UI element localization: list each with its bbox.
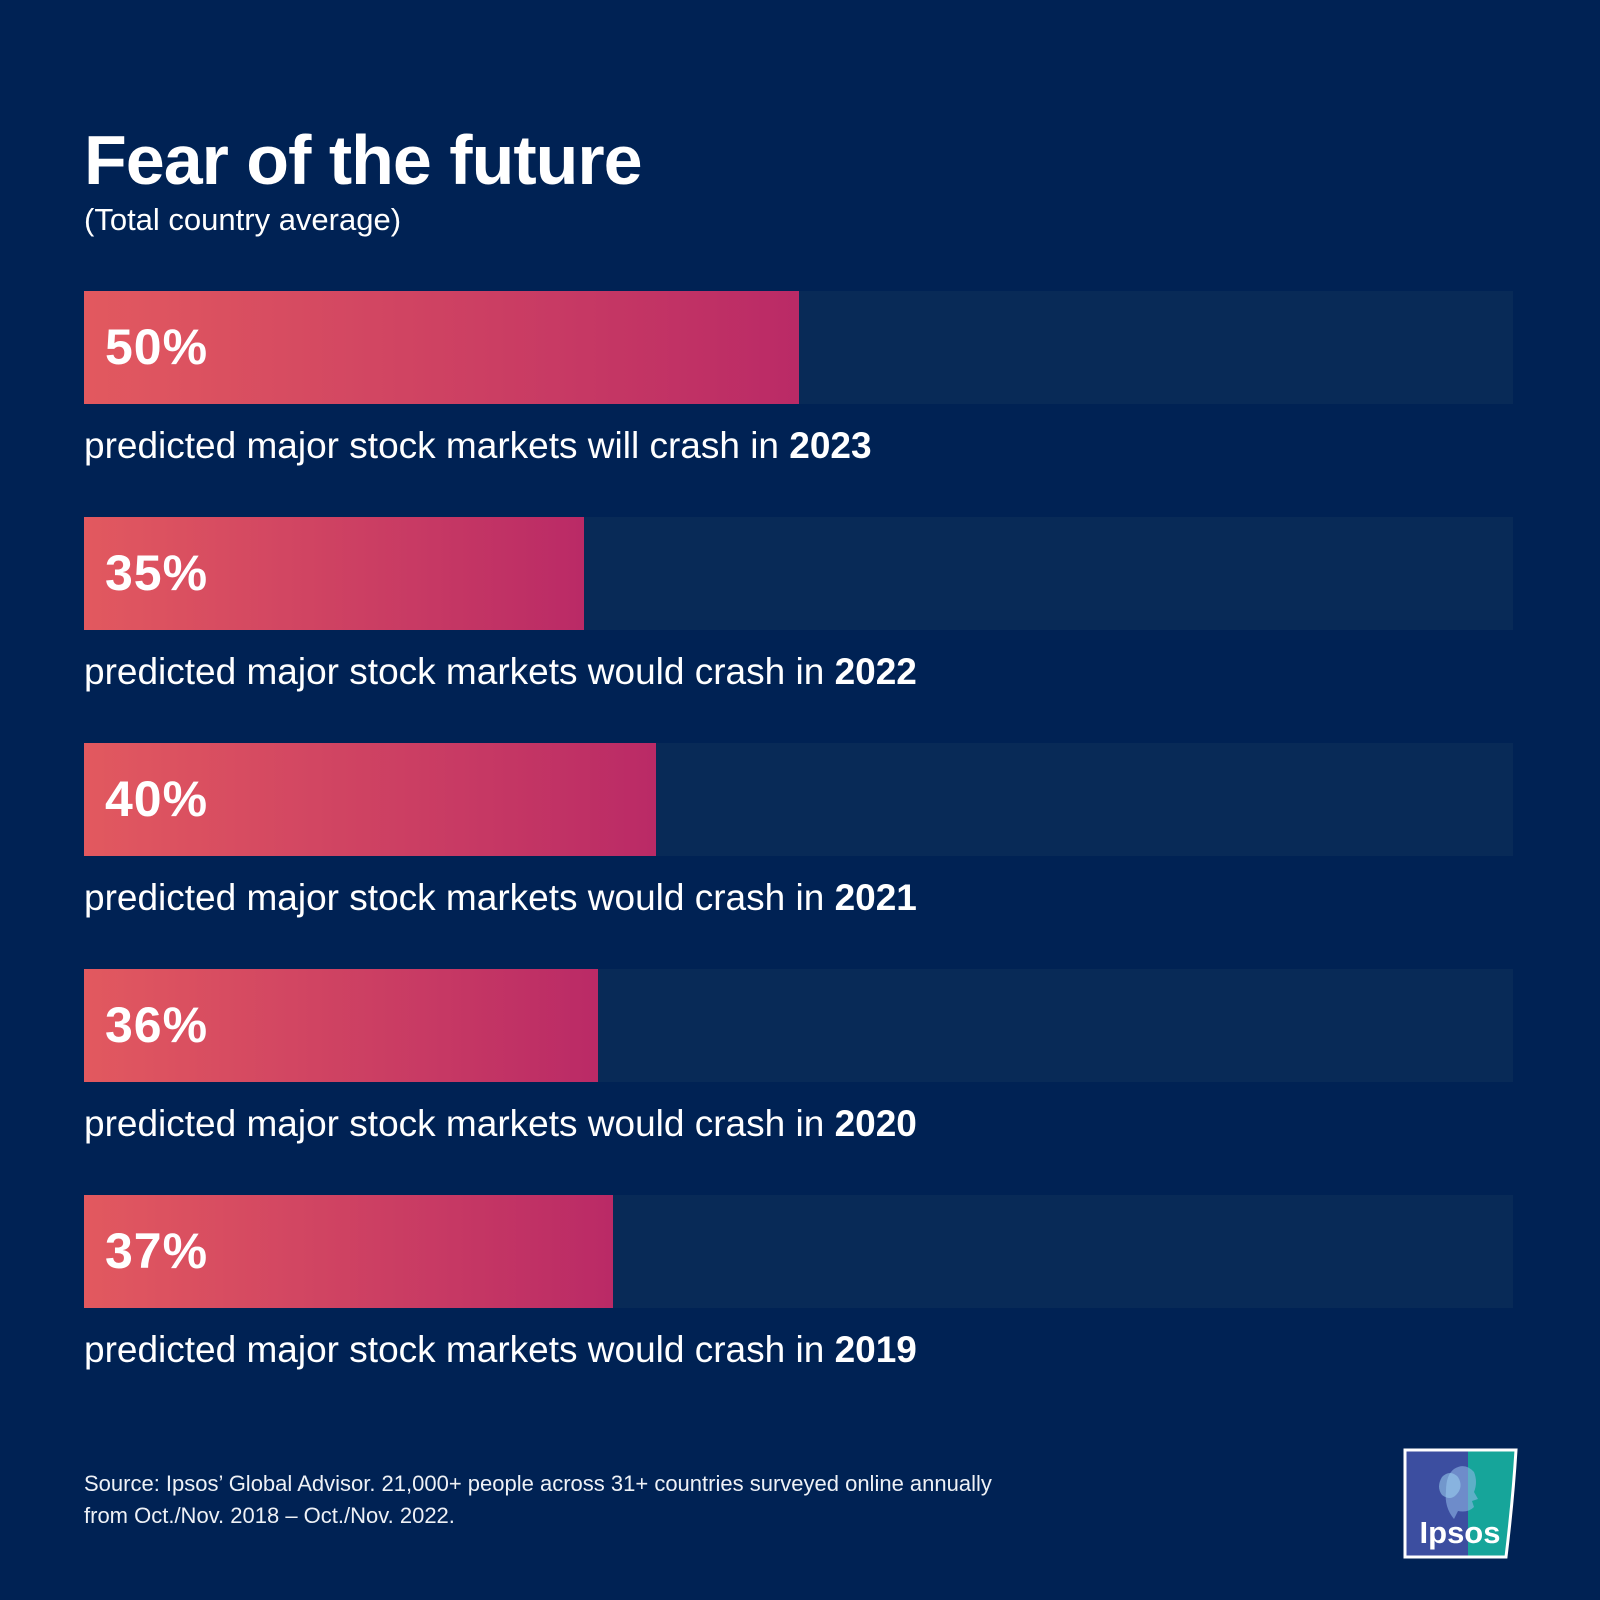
bar-value-label: 35% <box>105 545 209 601</box>
logo-border <box>1403 1448 1518 1559</box>
bar-value-label: 36% <box>105 997 209 1053</box>
bar-caption-text: predicted major stock markets would cras… <box>84 1103 835 1144</box>
bar-value-label: 50% <box>105 319 209 375</box>
bar-track: 50% <box>84 291 1513 404</box>
bar-track: 36% <box>84 969 1513 1082</box>
chart-subtitle: (Total country average) <box>84 202 402 237</box>
logo-tree-leaves <box>1439 1473 1461 1498</box>
bar-caption-year: 2019 <box>834 1329 917 1370</box>
bar-caption-text: predicted major stock markets will crash… <box>84 425 790 466</box>
bar-caption-year: 2022 <box>834 651 917 692</box>
bar-track: 40% <box>84 743 1513 856</box>
bar-fill <box>84 743 656 856</box>
bar-caption: predicted major stock markets would cras… <box>84 875 1513 921</box>
ipsos-logo: Ipsos <box>1403 1448 1518 1559</box>
bar-caption-text: predicted major stock markets would cras… <box>84 877 835 918</box>
logo-teal-panel <box>1468 1450 1516 1557</box>
bar-fill <box>84 969 598 1082</box>
bar-track: 35% <box>84 517 1513 630</box>
bar-fill <box>84 1195 613 1308</box>
bar-group-2022: 35% predicted major stock markets would c… <box>84 517 1513 695</box>
source-note: Source: Ipsos’ Global Advisor. 21,000+ p… <box>84 1468 1084 1532</box>
bar-caption-year: 2021 <box>834 877 917 918</box>
logo-wordmark: Ipsos <box>1420 1515 1501 1550</box>
bar-caption-year: 2020 <box>834 1103 917 1144</box>
bar-caption: predicted major stock markets would cras… <box>84 649 1513 695</box>
source-line-2: from Oct./Nov. 2018 – Oct./Nov. 2022. <box>84 1503 455 1528</box>
bar-caption-year: 2023 <box>789 425 872 466</box>
bar-caption: predicted major stock markets would cras… <box>84 1101 1513 1147</box>
bar-fill <box>84 291 799 404</box>
bar-caption-text: predicted major stock markets would cras… <box>84 651 835 692</box>
bar-group-2020: 36% predicted major stock markets would c… <box>84 969 1513 1147</box>
bar-value-label: 37% <box>105 1223 209 1279</box>
bar-group-2019: 37% predicted major stock markets would c… <box>84 1195 1513 1373</box>
bar-value-label: 40% <box>105 771 209 827</box>
bar-group-2021: 40% predicted major stock markets would c… <box>84 743 1513 921</box>
bar-fill <box>84 517 584 630</box>
source-line-1: Source: Ipsos’ Global Advisor. 21,000+ p… <box>84 1471 992 1496</box>
bar-group-2023: 50% predicted major stock markets will cr… <box>84 291 1513 469</box>
bar-caption: predicted major stock markets will crash… <box>84 423 1513 469</box>
bar-caption-text: predicted major stock markets would cras… <box>84 1329 835 1370</box>
bar-track: 37% <box>84 1195 1513 1308</box>
chart-title: Fear of the future <box>84 121 643 199</box>
bar-caption: predicted major stock markets would cras… <box>84 1327 1513 1373</box>
